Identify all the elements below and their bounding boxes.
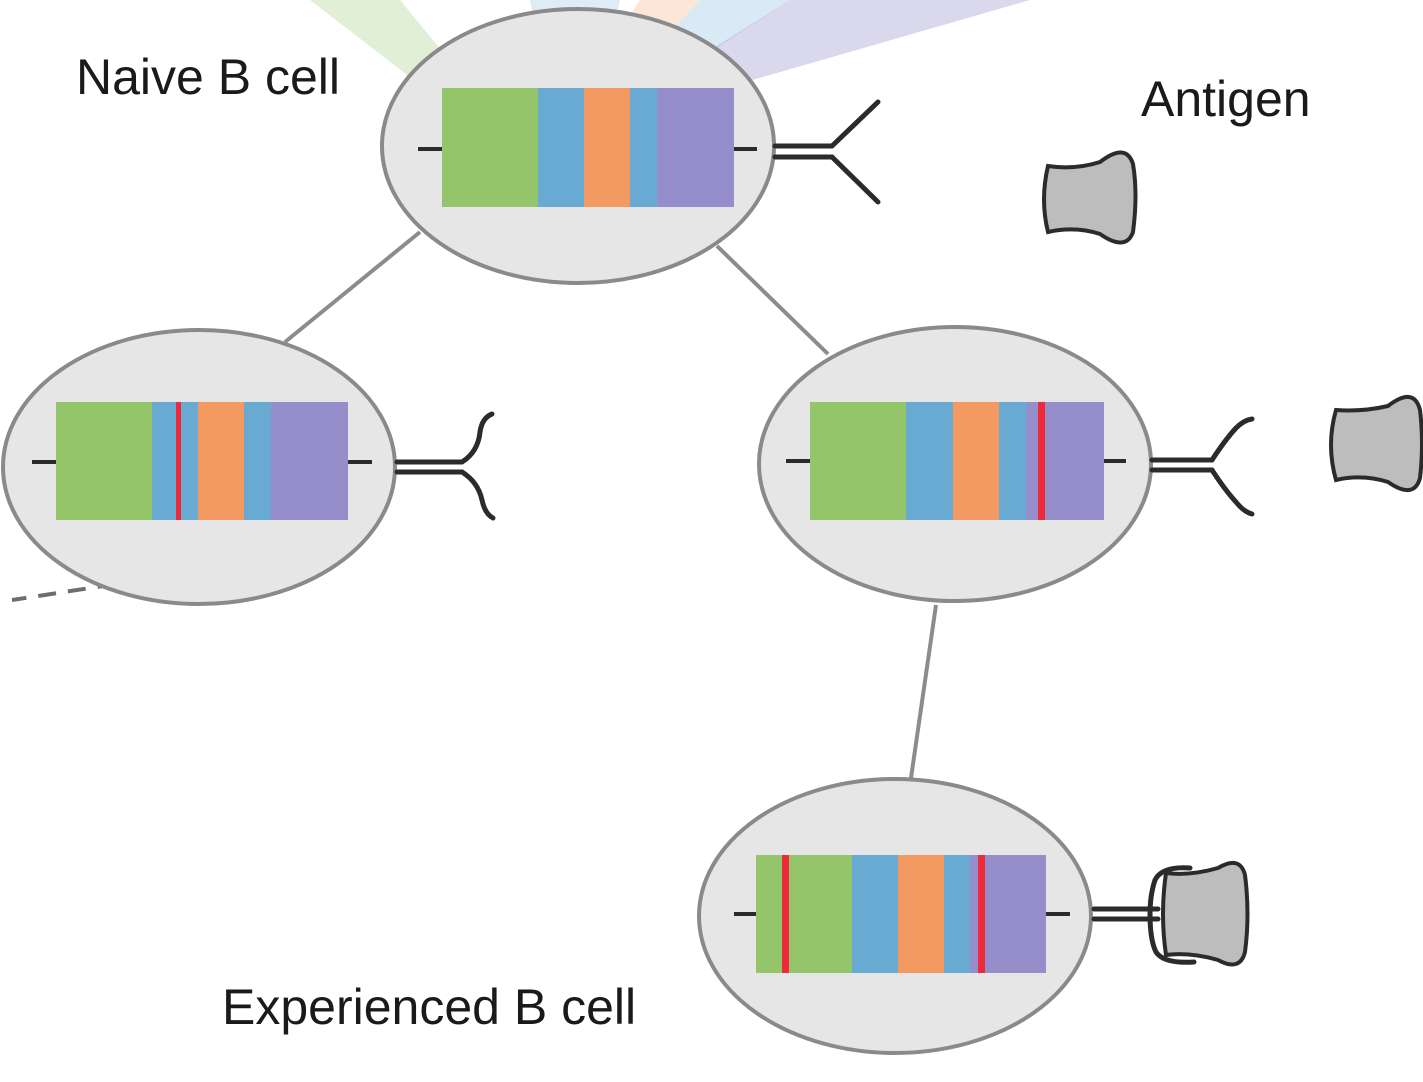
antigen-icon xyxy=(1329,395,1423,492)
j-segment xyxy=(953,402,999,520)
bcr-gene xyxy=(56,402,348,520)
d-segment xyxy=(852,855,898,973)
link-naive-to-right xyxy=(715,244,830,356)
d-segment xyxy=(152,402,198,520)
bound-receptor-icon xyxy=(1091,860,1250,967)
d-segment xyxy=(538,88,584,207)
c-segment xyxy=(657,88,734,207)
v-segment xyxy=(442,88,538,207)
naive-b-cell-label: Naive B cell xyxy=(76,49,340,105)
bcr-gene xyxy=(756,855,1046,973)
link-naive-to-left xyxy=(283,230,422,344)
link-right-to-experienced xyxy=(909,604,938,779)
bcr-gene xyxy=(442,88,734,207)
b-cell-receptor-icon xyxy=(394,411,496,521)
experienced-b-cell xyxy=(697,777,1250,1055)
d-segment-2 xyxy=(630,88,657,207)
antigen-icon xyxy=(1042,150,1138,245)
j-segment xyxy=(898,855,944,973)
mutation-mark xyxy=(1038,402,1045,520)
d-segment xyxy=(906,402,953,520)
left-daughter-b-cell xyxy=(1,328,496,606)
v-segment xyxy=(756,855,852,973)
ray-c xyxy=(655,0,1030,85)
c-segment xyxy=(1026,402,1104,520)
b-cell-receptor-icon xyxy=(772,99,881,205)
antigen-label: Antigen xyxy=(1141,71,1311,127)
v-segment xyxy=(810,402,906,520)
bound-antigen-icon xyxy=(1161,860,1250,967)
b-cell-receptor-icon xyxy=(1149,416,1255,517)
experienced-b-cell-label: Experienced B cell xyxy=(222,979,637,1035)
right-daughter-b-cell xyxy=(757,325,1255,603)
d-segment-2 xyxy=(999,402,1026,520)
naive-b-cell xyxy=(380,7,881,285)
d-segment-2 xyxy=(944,855,970,973)
mutation-mark xyxy=(978,855,985,973)
j-segment xyxy=(198,402,244,520)
v-segment xyxy=(56,402,152,520)
d-segment-2 xyxy=(244,402,271,520)
c-segment xyxy=(271,402,348,520)
mutation-mark xyxy=(782,855,789,973)
bcr-gene xyxy=(810,402,1104,520)
mutation-mark xyxy=(176,402,181,520)
j-segment xyxy=(584,88,630,207)
